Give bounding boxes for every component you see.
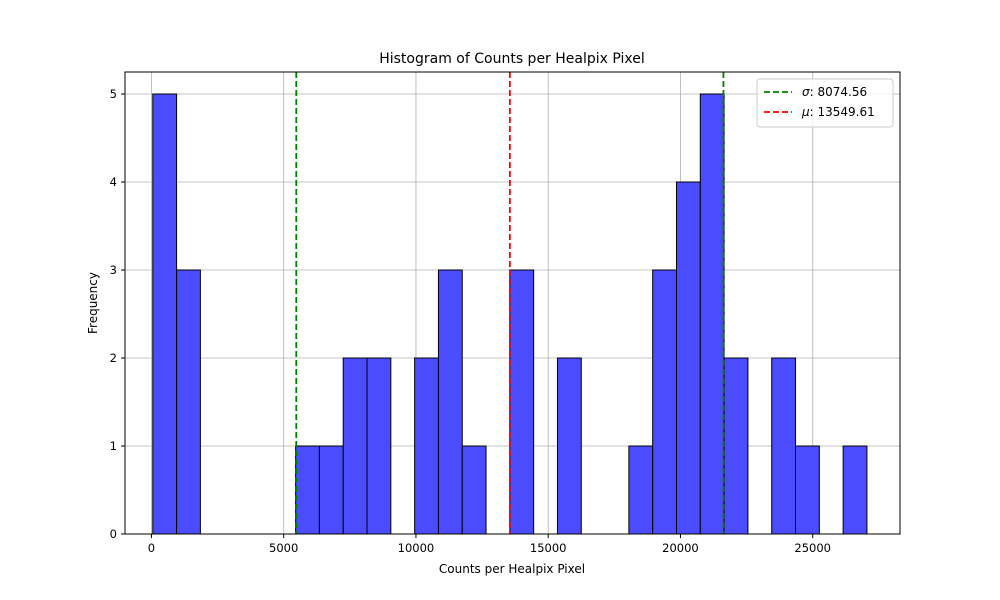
x-tick-label: 10000	[398, 541, 435, 555]
x-axis-label: Counts per Healpix Pixel	[439, 562, 585, 576]
histogram-bar-17	[556, 357, 582, 535]
histogram-bar-23	[699, 93, 725, 535]
histogram-bar-8	[342, 357, 368, 535]
histogram-bar-22	[675, 181, 701, 535]
histogram-bar-24	[723, 357, 749, 535]
legend-label-sigma: σ: 8074.56	[802, 85, 867, 99]
histogram-bar-1	[176, 269, 201, 535]
histogram-bar-0	[152, 93, 178, 535]
histogram-bar-13	[461, 445, 487, 535]
y-axis-label: Frequency	[86, 272, 100, 334]
legend-value-mu: : 13549.61	[810, 105, 875, 119]
y-tick-label: 4	[110, 175, 117, 189]
plot-frame	[124, 71, 901, 535]
histogram-bar-15	[509, 269, 535, 535]
histogram-bar-6	[295, 445, 320, 535]
x-tick-label: 15000	[530, 541, 567, 555]
x-tick-label: 5000	[269, 541, 298, 555]
reference-lines	[295, 72, 725, 534]
y-tick-label: 5	[110, 87, 117, 101]
y-tick-label: 3	[110, 263, 117, 277]
axis-ticks: 0 5000 10000 15000 20000 25000 0 1 2 3 4 5	[110, 87, 831, 555]
histogram-bar-11	[414, 357, 439, 535]
legend-symbol-mu: μ	[801, 105, 810, 119]
y-tick-label: 0	[110, 527, 117, 541]
x-tick-label: 20000	[662, 541, 699, 555]
histogram-bar-9	[366, 357, 392, 535]
legend-box	[756, 78, 894, 128]
histogram-bar-12	[437, 269, 463, 535]
y-tick-label: 1	[110, 439, 117, 453]
histogram-bar-26	[771, 357, 797, 535]
histogram-bar-7	[318, 445, 344, 535]
legend-symbol-sigma: σ	[802, 85, 810, 99]
histogram-bar-27	[795, 445, 820, 535]
histogram-bar-29	[842, 445, 868, 535]
legend-value-sigma: : 8074.56	[810, 85, 867, 99]
legend: σ: 8074.56 μ: 13549.61	[756, 78, 894, 128]
chart-title: Histogram of Counts per Healpix Pixel	[379, 51, 645, 67]
x-tick-label: 0	[148, 541, 155, 555]
histogram-bar-21	[652, 269, 677, 535]
histogram-bar-20	[628, 445, 654, 535]
histogram-bars	[152, 93, 868, 535]
x-tick-label: 25000	[794, 541, 831, 555]
y-tick-label: 2	[110, 351, 117, 365]
legend-label-mu: μ: 13549.61	[801, 105, 875, 119]
